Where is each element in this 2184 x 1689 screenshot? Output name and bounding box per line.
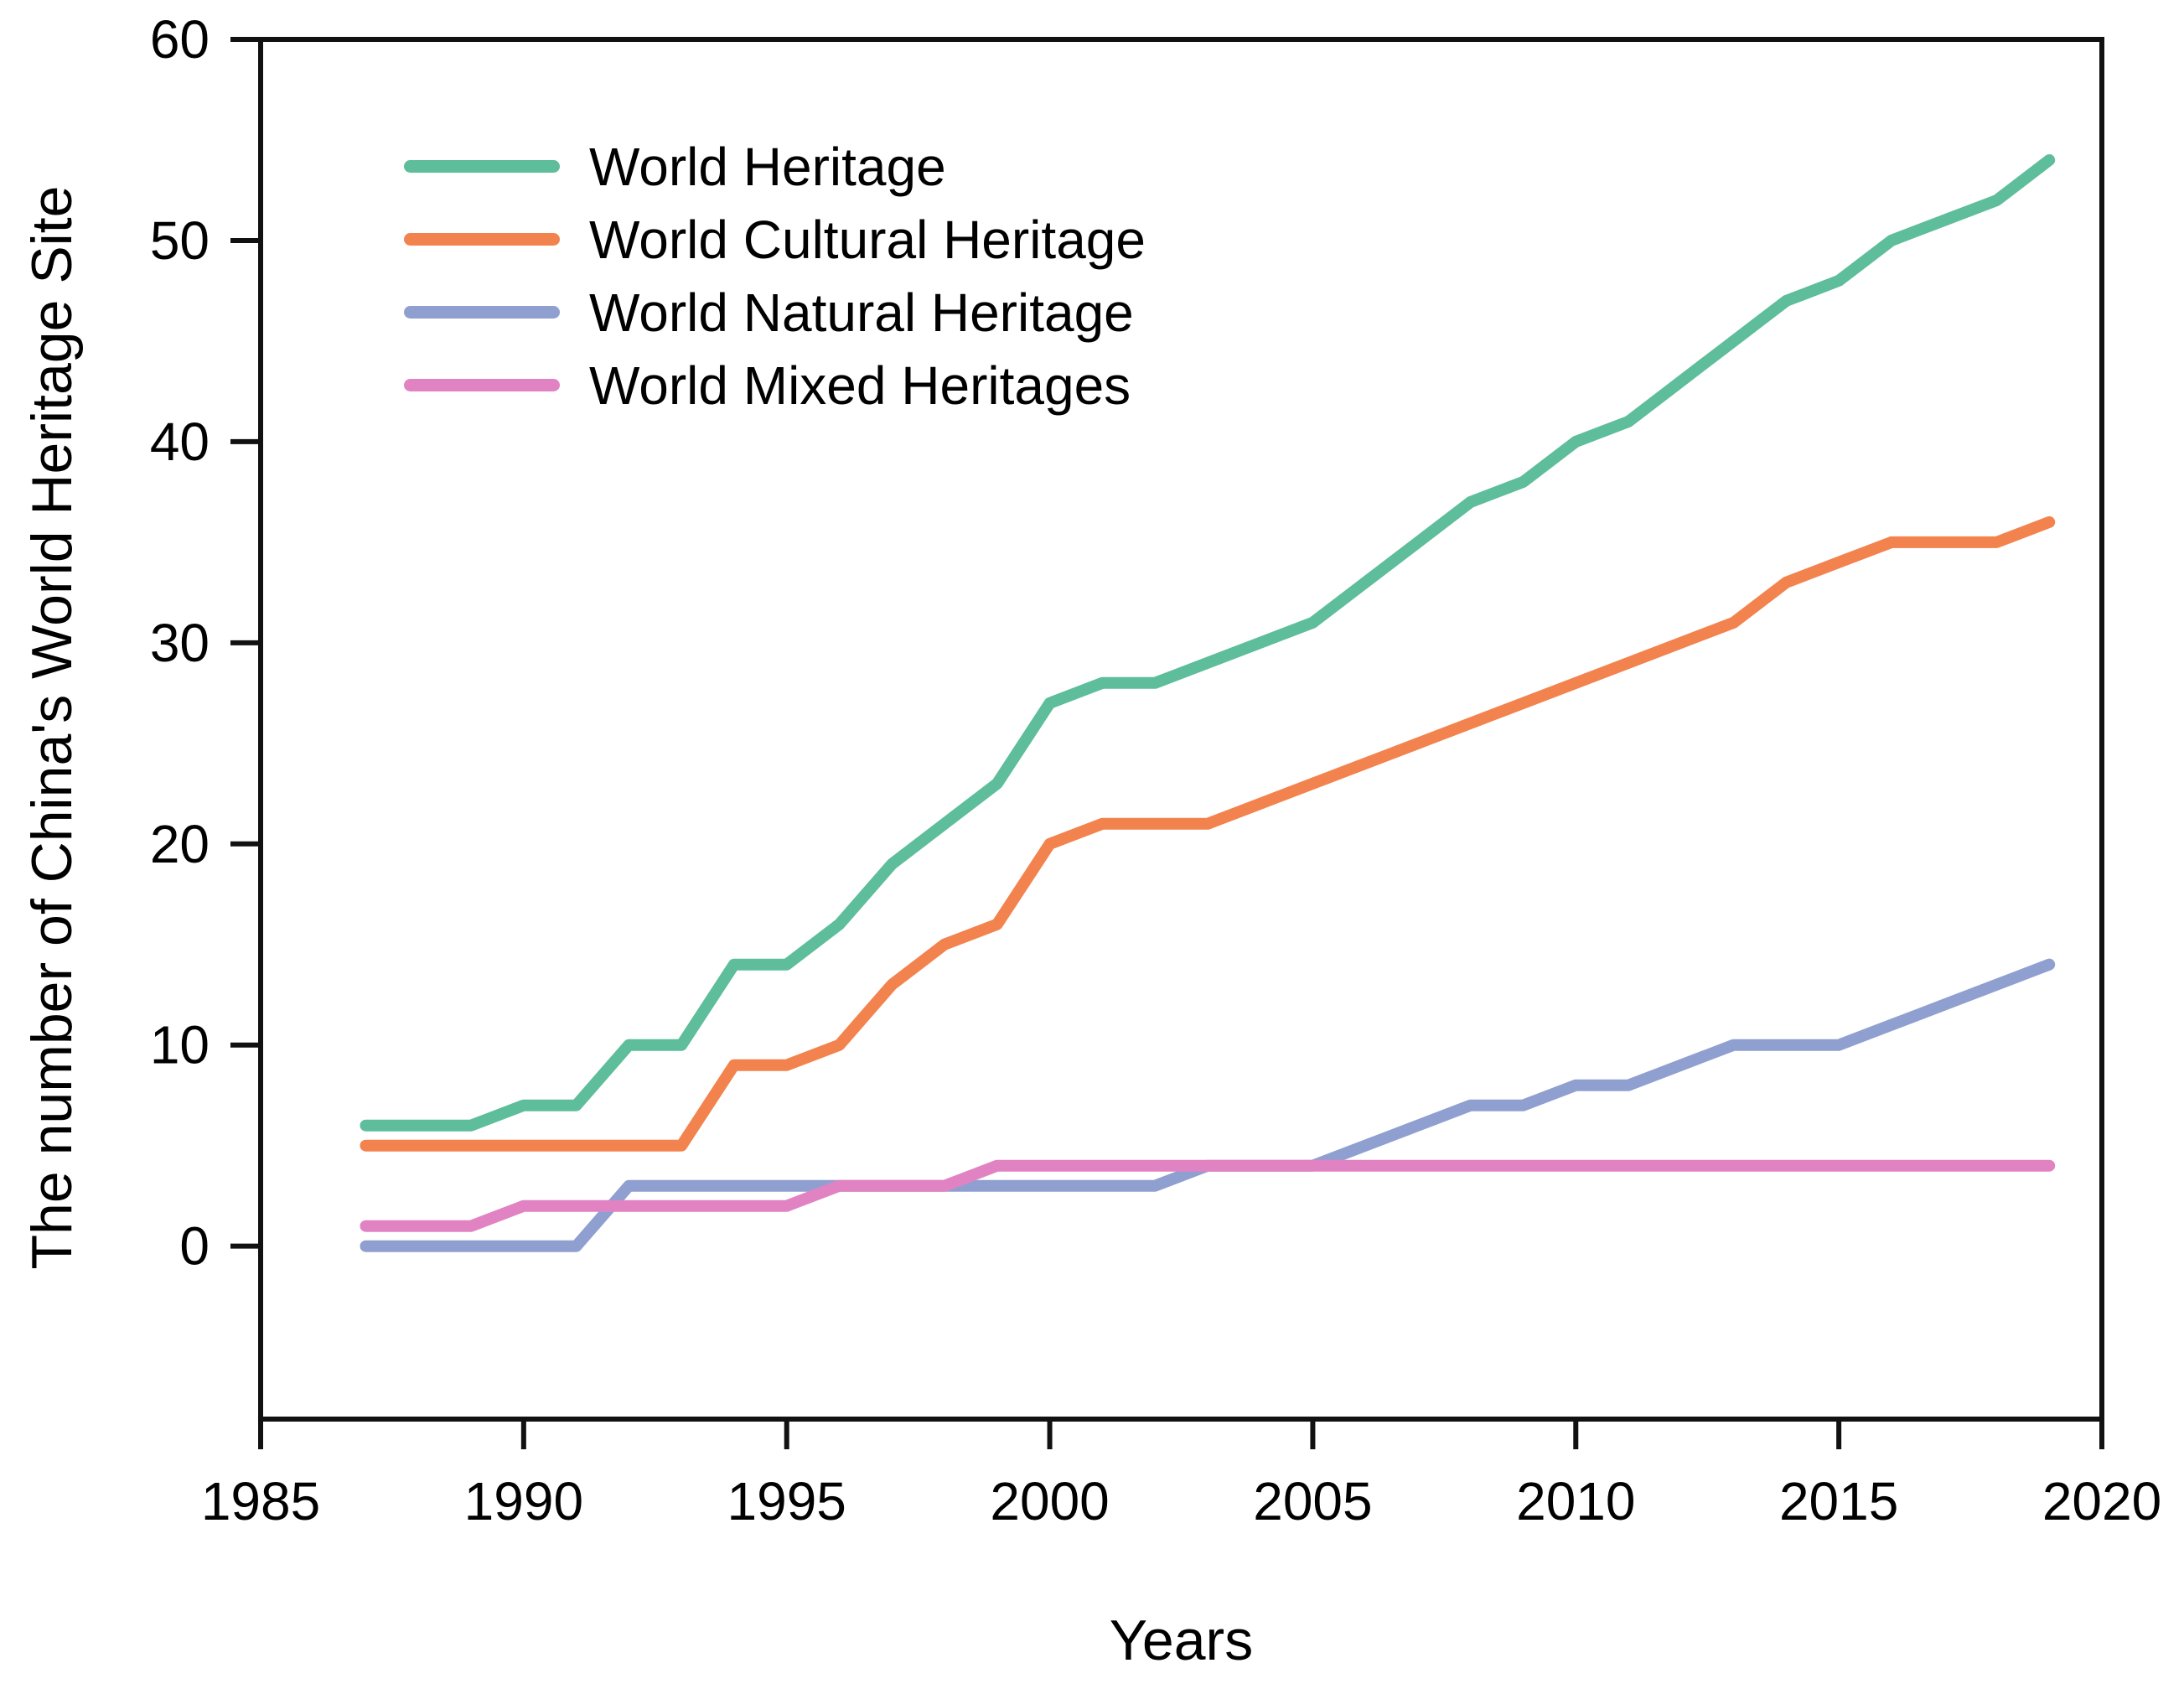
- legend-label: World Heritage: [589, 136, 946, 197]
- legend-label: World Cultural Heritage: [589, 209, 1146, 270]
- series-line-world-cultural-heritage: [360, 516, 2056, 1152]
- legend-swatch-line-icon: [404, 379, 560, 391]
- x-tick-label: 1985: [201, 1471, 320, 1531]
- y-tick-label: 40: [150, 412, 210, 472]
- x-tick-label: 1995: [727, 1471, 846, 1531]
- plot-frame: [258, 37, 2104, 1422]
- x-tick-label: 1990: [464, 1471, 583, 1531]
- x-axis-title: Years: [1109, 1609, 1254, 1672]
- x-tick-label: 2015: [1779, 1471, 1898, 1531]
- legend: World Heritage World Cultural Heritage Wor…: [404, 130, 1146, 422]
- y-tick-label: 10: [150, 1015, 210, 1075]
- x-tick-label: 2005: [1253, 1471, 1372, 1531]
- legend-swatch-line-icon: [404, 233, 560, 246]
- legend-item: World Cultural Heritage: [404, 203, 1146, 276]
- y-tick-label: 30: [150, 613, 210, 673]
- x-tick-label: 2010: [1516, 1471, 1635, 1531]
- legend-item: World Heritage: [404, 130, 1146, 203]
- y-tick-label: 20: [150, 814, 210, 874]
- y-tick-label: 0: [179, 1216, 210, 1277]
- y-axis-title: The number of China's World Heritage Sit…: [20, 185, 84, 1270]
- x-tick-label: 2000: [990, 1471, 1109, 1531]
- x-tick-label: 2020: [2042, 1471, 2161, 1531]
- legend-label: World Natural Heritage: [589, 282, 1134, 343]
- y-tick-label: 60: [150, 9, 210, 70]
- legend-item: World Natural Heritage: [404, 276, 1146, 349]
- series-line-world-heritage: [360, 154, 2056, 1132]
- legend-item: World Mixed Heritages: [404, 349, 1146, 422]
- legend-label: World Mixed Heritages: [589, 355, 1131, 416]
- series-line-world-mixed-heritages: [360, 1159, 2056, 1232]
- y-tick-label: 50: [150, 210, 210, 271]
- legend-swatch-line-icon: [404, 160, 560, 173]
- legend-swatch-line-icon: [404, 306, 560, 319]
